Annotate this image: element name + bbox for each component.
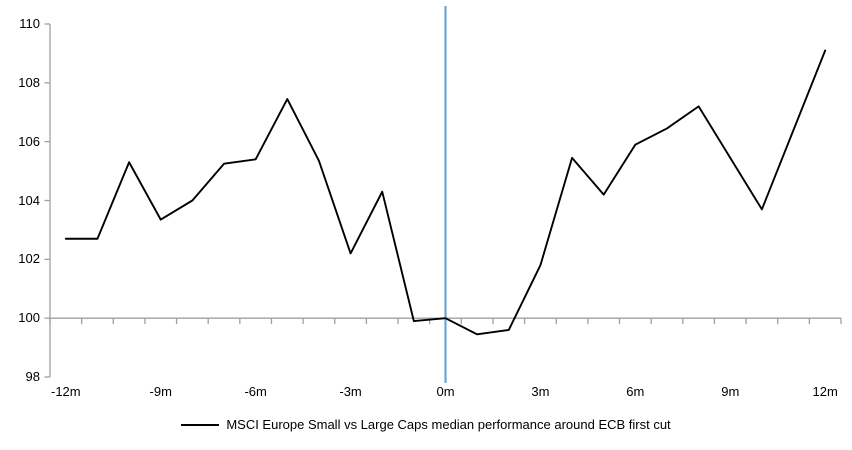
x-tick-label: 3m (531, 384, 550, 399)
y-tick-label: 102 (18, 251, 40, 267)
x-tick-label: -6m (244, 384, 267, 399)
y-tick-label: 106 (18, 133, 40, 149)
x-tick-label: -12m (51, 384, 81, 399)
y-tick-label: 110 (19, 16, 40, 31)
x-tick-label: 12m (812, 384, 838, 399)
legend-line-sample (181, 423, 220, 426)
y-tick-label: 100 (18, 310, 40, 326)
legend-label: MSCI Europe Small vs Large Caps median p… (226, 417, 671, 432)
legend: MSCI Europe Small vs Large Caps median p… (0, 417, 852, 432)
x-tick-label: -3m (339, 384, 362, 399)
x-tick-label: 9m (721, 384, 740, 399)
y-tick-label: 98 (25, 369, 40, 384)
y-tick-label: 104 (18, 192, 40, 208)
x-tick-label: 6m (626, 384, 645, 399)
x-tick-label: 0m (436, 384, 455, 399)
x-tick-label: -9m (149, 384, 172, 399)
series-line (64, 49, 827, 336)
y-tick-label: 108 (18, 74, 40, 90)
